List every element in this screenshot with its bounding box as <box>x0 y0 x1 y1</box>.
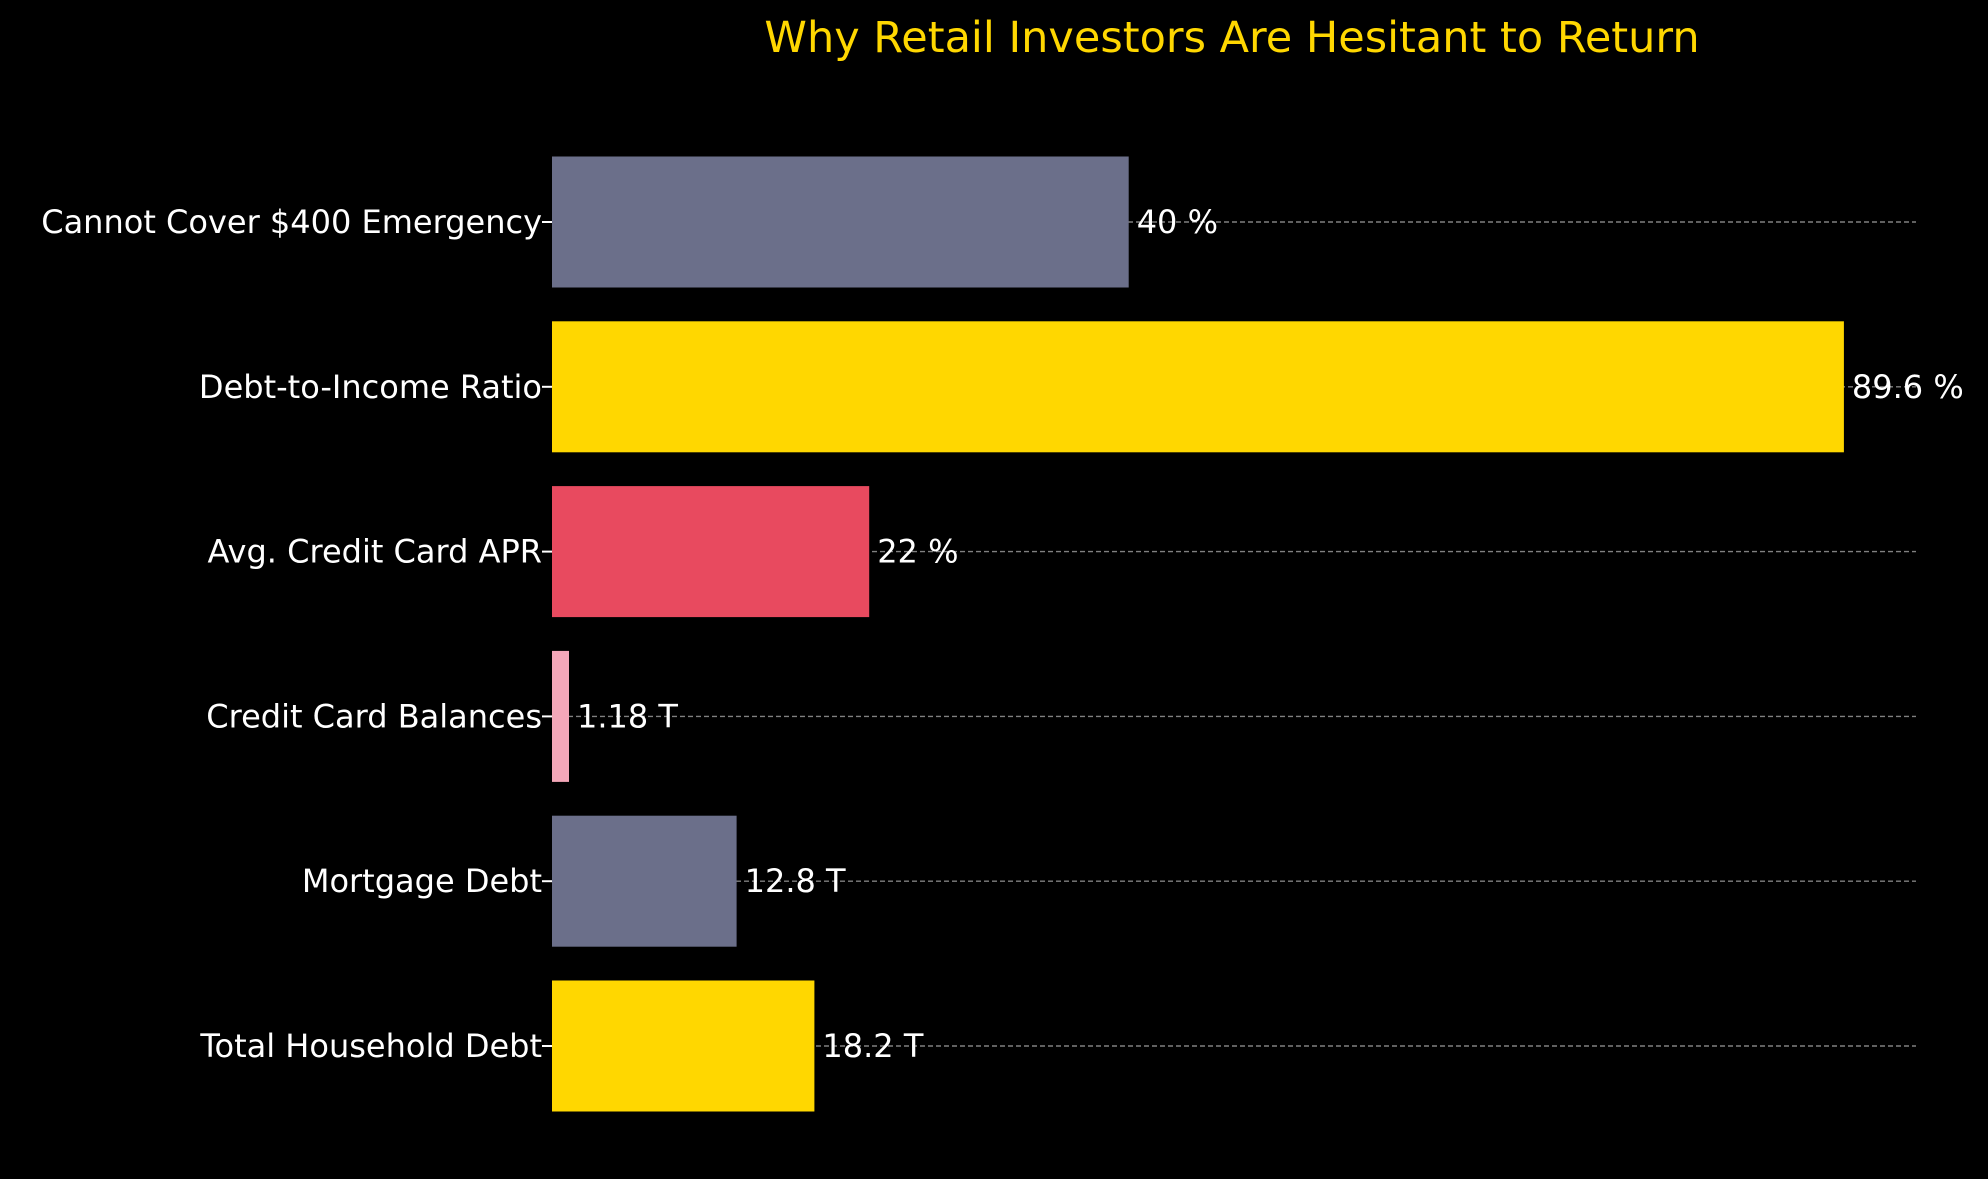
chart-title: Why Retail Investors Are Hesitant to Ret… <box>764 13 1699 63</box>
value-labels: 40 % 89.6 % 22 % 1.18 T 12.8 T 18.2 T <box>577 203 1964 1065</box>
value-label-debt-to-income-ratio: 89.6 % <box>1852 368 1964 406</box>
category-labels: Cannot Cover $400 Emergency Debt-to-Incom… <box>41 203 542 1065</box>
value-label-cannot-cover-400-emergency: 40 % <box>1137 203 1218 241</box>
bar-debt-to-income-ratio <box>552 321 1844 453</box>
category-label-credit-card-balances: Credit Card Balances <box>206 697 542 735</box>
y-ticks <box>542 221 552 1047</box>
value-label-avg-credit-card-apr: 22 % <box>877 533 958 571</box>
bar-cannot-cover-400-emergency <box>552 156 1129 288</box>
bars <box>552 156 1844 1112</box>
bar-credit-card-balances <box>552 650 569 782</box>
bar-mortgage-debt <box>552 815 737 947</box>
value-label-mortgage-debt: 12.8 T <box>745 862 846 900</box>
category-label-avg-credit-card-apr: Avg. Credit Card APR <box>208 533 542 571</box>
value-label-total-household-debt: 18.2 T <box>822 1027 923 1065</box>
category-label-cannot-cover-400-emergency: Cannot Cover $400 Emergency <box>41 203 542 241</box>
bar-total-household-debt <box>552 980 815 1112</box>
value-label-credit-card-balances: 1.18 T <box>577 697 678 735</box>
category-label-debt-to-income-ratio: Debt-to-Income Ratio <box>199 368 542 406</box>
category-label-mortgage-debt: Mortgage Debt <box>302 862 542 900</box>
category-label-total-household-debt: Total Household Debt <box>199 1027 542 1065</box>
bar-avg-credit-card-apr <box>552 486 870 618</box>
